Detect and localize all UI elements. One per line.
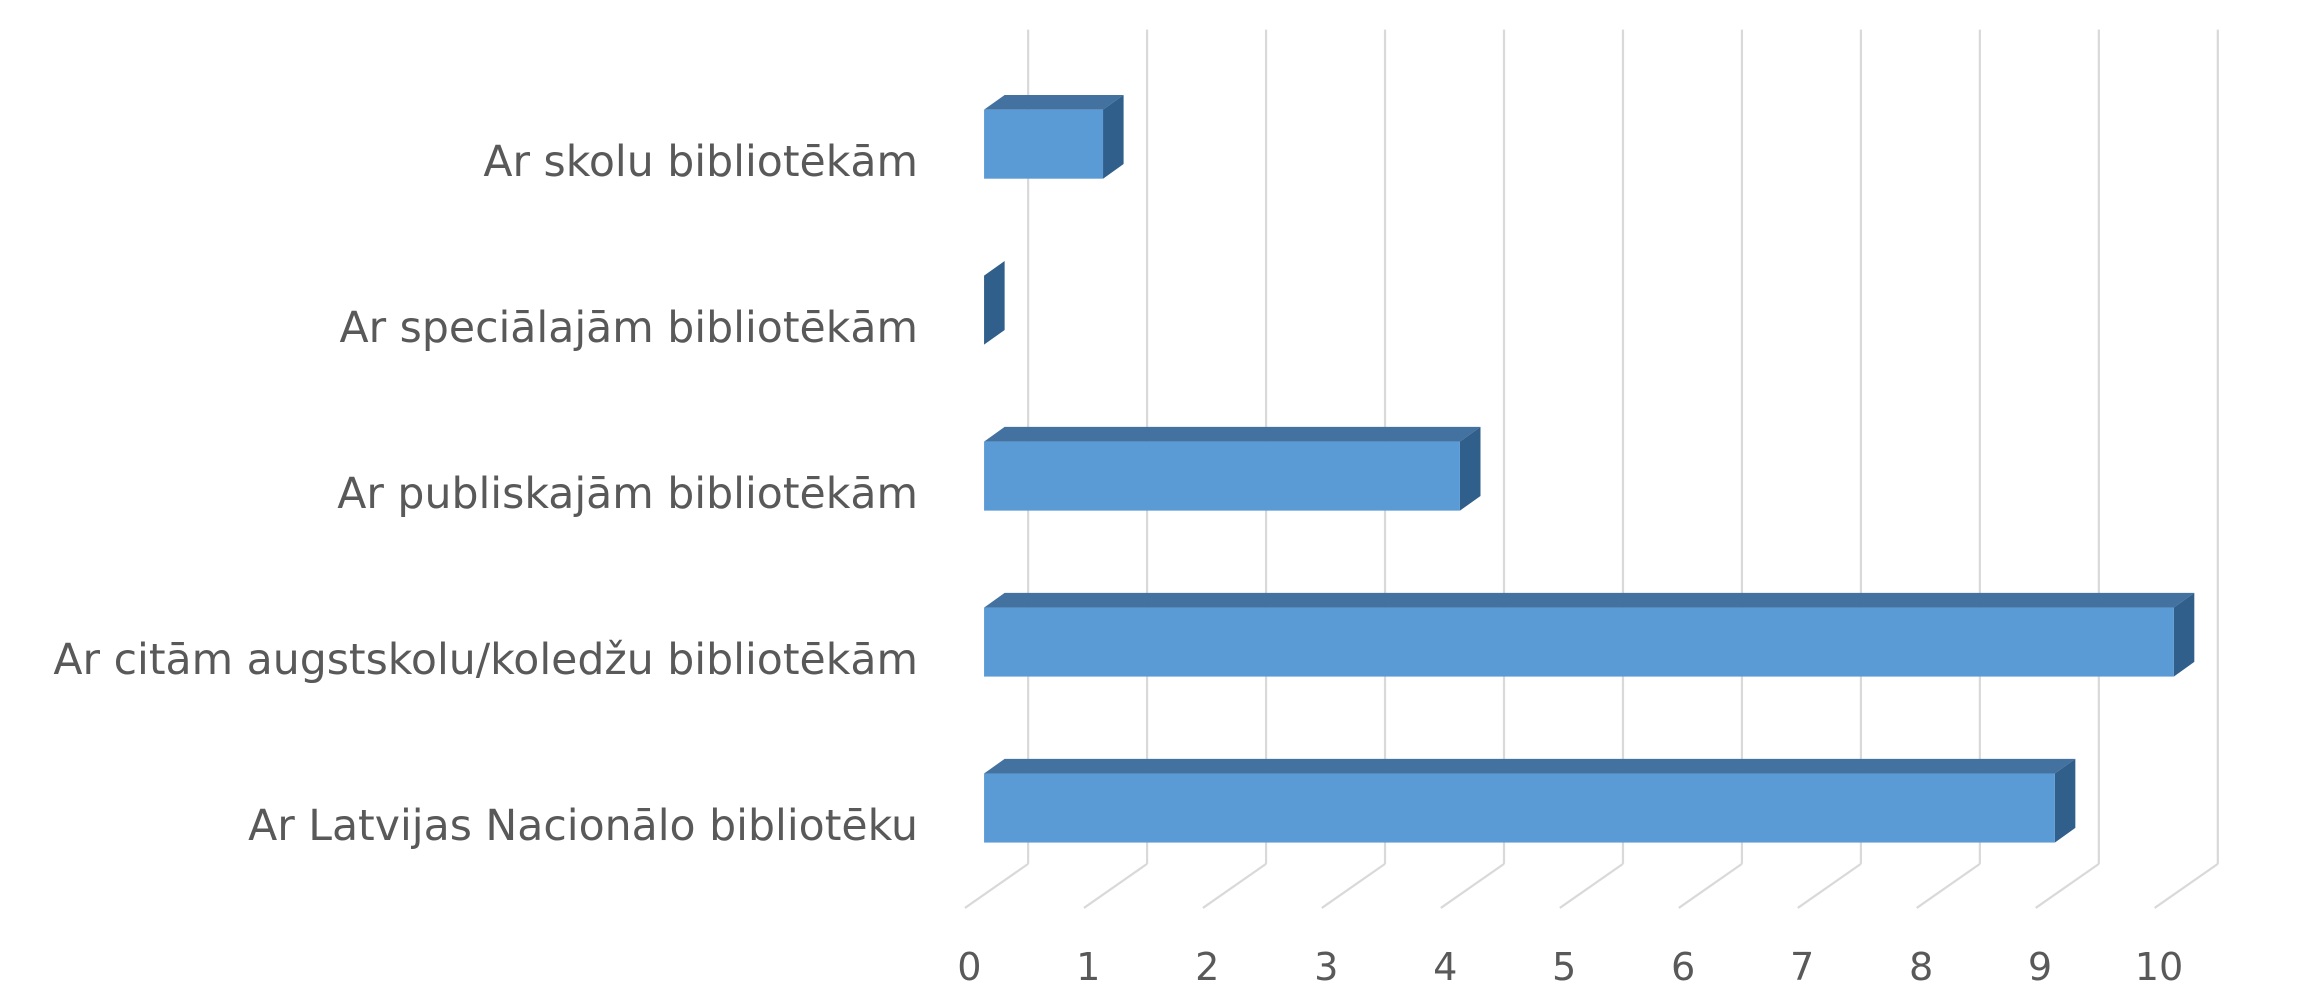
floor-grid-line	[1083, 862, 1148, 909]
floor-grid-line	[1202, 862, 1267, 909]
y-tick-label: Ar citām augstskolu/koledžu bibliotēkām	[53, 635, 918, 685]
bar	[984, 773, 2055, 843]
y-tick-label: Ar publiskajām bibliotēkām	[337, 469, 918, 519]
bar-top	[984, 592, 2195, 608]
bar-top	[984, 426, 1481, 442]
bar	[984, 109, 1104, 179]
x-tick-label: 5	[1552, 946, 1576, 986]
floor-grid-line	[1916, 862, 1981, 909]
x-tick-label: 8	[1909, 946, 1933, 986]
floor-grid-line	[964, 862, 1029, 909]
bar	[984, 607, 2174, 677]
y-tick-label: Ar Latvijas Nacionālo bibliotēku	[248, 801, 918, 851]
bar	[984, 441, 1460, 511]
bar-top	[984, 94, 1124, 110]
floor-grid-line	[1797, 862, 1862, 909]
x-tick-label: 3	[1314, 946, 1338, 986]
x-tick-label: 4	[1433, 946, 1457, 986]
y-tick-label: Ar skolu bibliotēkām	[483, 137, 918, 187]
bar-side	[1103, 94, 1124, 179]
bar-side	[2173, 592, 2195, 677]
x-tick-label: 10	[2135, 946, 2184, 986]
floor-grid-line	[1678, 862, 1743, 909]
x-tick-label: 7	[1790, 946, 1814, 986]
x-tick-label: 9	[2028, 946, 2052, 986]
bar-side	[2054, 758, 2076, 843]
bar-side	[1459, 426, 1481, 511]
floor-grid-line	[2154, 862, 2219, 909]
x-tick-label: 0	[957, 946, 981, 986]
bar-top	[984, 758, 2076, 774]
x-tick-label: 2	[1195, 946, 1219, 986]
floor-grid-line	[1321, 862, 1386, 909]
x-tick-label: 6	[1671, 946, 1695, 986]
floor-grid-line	[2035, 862, 2100, 909]
floor-grid-line	[1559, 862, 1624, 909]
x-tick-label: 1	[1076, 946, 1100, 986]
y-tick-label: Ar speciālajām bibliotēkām	[340, 303, 918, 353]
floor-grid-line	[1440, 862, 1505, 909]
bar-side	[984, 260, 1005, 345]
